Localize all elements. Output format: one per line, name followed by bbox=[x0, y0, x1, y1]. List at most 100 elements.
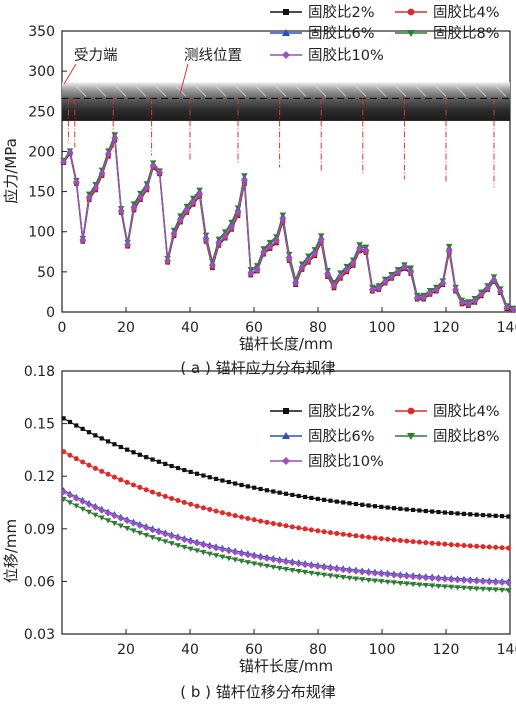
data-point bbox=[365, 569, 372, 577]
data-point bbox=[130, 204, 138, 211]
data-point bbox=[435, 583, 442, 590]
x-tick-label: 40 bbox=[181, 642, 199, 658]
data-point bbox=[449, 510, 454, 516]
data-point bbox=[493, 544, 499, 550]
data-point bbox=[118, 444, 123, 450]
data-point bbox=[149, 527, 156, 534]
caption-a: ( a ) 锚杆应力分布规律 bbox=[180, 359, 335, 377]
data-point bbox=[486, 579, 493, 586]
data-point bbox=[174, 535, 182, 542]
data-point bbox=[290, 492, 295, 497]
data-point bbox=[270, 564, 277, 571]
data-point bbox=[67, 452, 73, 458]
data-point bbox=[264, 488, 270, 493]
data-point bbox=[92, 184, 99, 191]
data-point bbox=[305, 256, 312, 264]
rebar-rib bbox=[155, 86, 167, 97]
data-point bbox=[384, 571, 391, 578]
rebar-rib bbox=[95, 86, 107, 97]
data-point bbox=[93, 433, 98, 438]
data-point bbox=[215, 239, 223, 247]
series-4-a bbox=[60, 132, 516, 312]
data-point bbox=[289, 524, 295, 530]
data-point bbox=[177, 216, 184, 223]
data-point bbox=[143, 524, 150, 532]
chart-a: 020406080100120140050100150200250300350 … bbox=[2, 4, 516, 377]
data-point bbox=[79, 236, 87, 244]
x-axis-label-b: 锚杆长度/mm bbox=[239, 657, 333, 675]
data-point bbox=[276, 557, 283, 565]
data-point bbox=[112, 442, 117, 447]
data-point bbox=[234, 209, 242, 216]
data-point bbox=[352, 568, 359, 575]
data-point bbox=[136, 530, 143, 536]
data-point bbox=[391, 506, 397, 511]
legend-label: 固胶比2% bbox=[308, 4, 375, 21]
data-point bbox=[365, 577, 372, 584]
data-point bbox=[442, 541, 448, 547]
data-point bbox=[360, 502, 365, 507]
data-point bbox=[356, 242, 363, 248]
data-point bbox=[498, 587, 506, 593]
data-point bbox=[426, 289, 434, 297]
data-point bbox=[150, 489, 156, 495]
data-point bbox=[467, 577, 474, 585]
data-point bbox=[73, 503, 80, 509]
data-point bbox=[183, 206, 191, 214]
data-point bbox=[409, 581, 417, 588]
data-point bbox=[455, 542, 461, 548]
data-point bbox=[343, 266, 351, 273]
data-point bbox=[111, 134, 119, 142]
data-point bbox=[155, 537, 163, 543]
data-point bbox=[104, 518, 112, 524]
legend-label: 固胶比8% bbox=[433, 25, 500, 42]
data-point bbox=[460, 585, 468, 591]
x-tick-label: 120 bbox=[433, 320, 460, 336]
data-point bbox=[137, 193, 144, 201]
data-point bbox=[257, 562, 264, 568]
data-point bbox=[487, 513, 492, 518]
data-point bbox=[277, 522, 283, 528]
data-point bbox=[467, 585, 474, 592]
annotation-measure-line-label: 测线位置 bbox=[184, 47, 242, 64]
data-point bbox=[314, 563, 321, 570]
rebar-rib bbox=[455, 86, 467, 97]
data-point bbox=[219, 546, 226, 553]
data-point bbox=[378, 571, 385, 578]
ticks-a: 0 20 40 60 80 100 120 140 0 50 100 150 200 250 300 350 bbox=[28, 24, 516, 336]
data-point bbox=[505, 588, 512, 594]
x-tick-label: 0 bbox=[58, 320, 67, 336]
legend-item-5: 固胶比10% bbox=[270, 453, 384, 470]
data-point bbox=[220, 478, 225, 483]
rebar-rib bbox=[215, 86, 227, 97]
data-point bbox=[340, 566, 347, 574]
data-point bbox=[298, 263, 306, 271]
data-point bbox=[196, 190, 203, 198]
x-tick-label: 80 bbox=[309, 642, 327, 658]
data-point bbox=[349, 259, 357, 267]
legend-swatch-marker bbox=[407, 407, 415, 415]
rebar-body bbox=[62, 82, 510, 121]
data-point bbox=[378, 536, 384, 542]
data-point bbox=[509, 306, 516, 313]
x-tick-label: 40 bbox=[181, 320, 199, 336]
data-point bbox=[499, 514, 505, 519]
data-point bbox=[340, 531, 346, 537]
data-point bbox=[321, 564, 328, 571]
data-point bbox=[66, 492, 74, 499]
data-point bbox=[221, 229, 229, 236]
data-point bbox=[137, 452, 142, 457]
data-point bbox=[295, 568, 302, 575]
series-line bbox=[63, 451, 509, 549]
data-point bbox=[372, 535, 378, 541]
data-point bbox=[429, 583, 436, 589]
data-point bbox=[276, 565, 283, 572]
data-point bbox=[493, 513, 498, 518]
data-point bbox=[264, 519, 270, 525]
data-point bbox=[441, 576, 448, 583]
data-point bbox=[283, 491, 289, 496]
data-point bbox=[241, 173, 248, 179]
data-point bbox=[423, 508, 428, 514]
data-point bbox=[474, 512, 479, 517]
legend-swatch-marker bbox=[407, 433, 415, 440]
